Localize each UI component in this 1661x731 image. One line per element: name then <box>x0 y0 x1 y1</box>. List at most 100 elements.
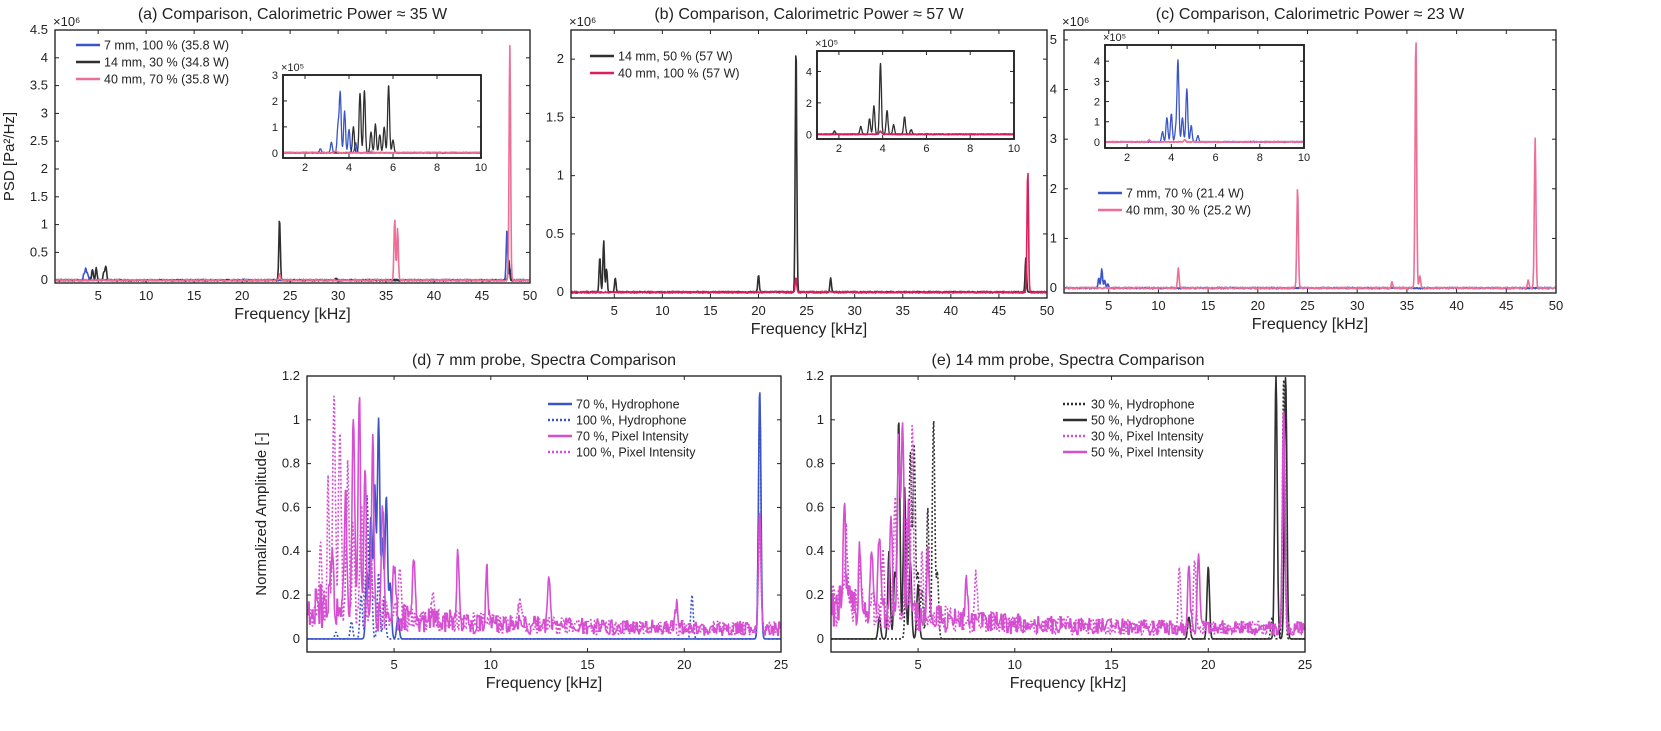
y-tick-label: 1 <box>1050 230 1057 245</box>
x-tick-label: 40 <box>1449 298 1463 313</box>
y-tick-label: 3 <box>1050 131 1057 146</box>
legend-label: 50 %, Pixel Intensity <box>1091 446 1204 460</box>
legend: 30 %, Hydrophone 50 %, Hydrophone 30 %, Pi… <box>1063 398 1204 460</box>
axes-frame <box>816 50 1015 140</box>
axes-frame-top <box>570 29 1048 299</box>
y-tick-label: 0 <box>1050 280 1057 295</box>
x-tick-label: 30 <box>847 303 861 318</box>
y-tick-label: 4 <box>1050 82 1057 97</box>
y-tick-label: 3 <box>272 70 278 82</box>
x-tick-label: 25 <box>799 303 813 318</box>
chart-title: (c) Comparison, Calorimetric Power ≈ 23 … <box>1156 6 1465 23</box>
y-tick-label: 0 <box>272 148 278 160</box>
x-tick-label: 10 <box>1298 152 1310 164</box>
legend-label: 40 mm, 100 % (57 W) <box>618 67 740 81</box>
y-tick-label: 0.6 <box>806 499 824 514</box>
x-tick-label: 6 <box>923 143 929 155</box>
x-tick-label: 20 <box>235 288 249 303</box>
y-tick-label: 1 <box>817 412 824 427</box>
x-tick-label: 2 <box>836 143 842 155</box>
x-tick-label: 10 <box>139 288 153 303</box>
x-tick-label: 15 <box>703 303 717 318</box>
panel-d: 5 10 15 20 25 0 0.2 0.4 0.6 0.8 1 1.2 (d) 7 mm probe… <box>253 352 788 692</box>
x-tick-label: 4 <box>346 162 352 174</box>
x-tick-label: 5 <box>611 303 618 318</box>
axes-frame-top <box>1063 29 1557 294</box>
x-tick-label: 6 <box>1212 152 1218 164</box>
x-tick-label: 2 <box>1124 152 1130 164</box>
y-tick-label: 1.5 <box>30 189 48 204</box>
y-tick-label: 0.6 <box>282 499 300 514</box>
x-tick-label: 4 <box>1168 152 1174 164</box>
inset-frame <box>282 74 482 159</box>
x-tick-label: 35 <box>896 303 910 318</box>
x-tick-label: 45 <box>992 303 1006 318</box>
axes-frame <box>282 74 482 159</box>
x-tick-label: 2 <box>302 162 308 174</box>
series-line-3 <box>283 149 481 154</box>
x-tick-label: 25 <box>1298 657 1312 672</box>
plot-area <box>307 392 781 640</box>
inset-frame <box>1104 44 1305 149</box>
x-tick-label: 30 <box>331 288 345 303</box>
legend-label: 7 mm, 70 % (21.4 W) <box>1126 187 1244 201</box>
y-tick-label: 2 <box>806 98 812 110</box>
x-tick-label: 40 <box>944 303 958 318</box>
legend-label: 30 %, Pixel Intensity <box>1091 430 1204 444</box>
x-tick-label: 25 <box>774 657 788 672</box>
y-tick-label: 0.8 <box>806 456 824 471</box>
x-tick-label: 35 <box>379 288 393 303</box>
x-tick-label: 40 <box>427 288 441 303</box>
series-line-2 <box>571 172 1047 294</box>
y-tick-label: 0.2 <box>806 587 824 602</box>
chart-title: (a) Comparison, Calorimetric Power ≈ 35 … <box>138 6 448 23</box>
x-tick-label: 6 <box>390 162 396 174</box>
y-tick-label: 4 <box>806 66 812 78</box>
x-tick-label: 45 <box>1499 298 1513 313</box>
inset-a: 2 4 6 8 10 0 1 2 3×10⁵ <box>272 62 487 174</box>
y-tick-label: 0.4 <box>282 543 300 558</box>
inset-plot-area <box>817 62 1014 136</box>
chart-title: (e) 14 mm probe, Spectra Comparison <box>932 352 1205 369</box>
x-tick-label: 50 <box>523 288 537 303</box>
inset-frame <box>816 50 1015 140</box>
y-tick-label: 0 <box>41 272 48 287</box>
legend-label: 40 mm, 30 % (25.2 W) <box>1126 204 1251 218</box>
x-axis-label: Frequency [kHz] <box>234 306 350 323</box>
y-tick-label: 0 <box>817 631 824 646</box>
legend-label: 30 %, Hydrophone <box>1091 398 1195 412</box>
x-tick-label: 30 <box>1350 298 1364 313</box>
y-tick-label: 0.5 <box>546 226 564 241</box>
legend-label: 70 %, Hydrophone <box>576 398 680 412</box>
x-tick-label: 15 <box>580 657 594 672</box>
y-tick-label: 2 <box>272 96 278 108</box>
x-tick-label: 5 <box>390 657 397 672</box>
x-axis-label: Frequency [kHz] <box>1010 675 1126 692</box>
y-exponent-label: ×10⁶ <box>53 14 80 29</box>
x-tick-label: 10 <box>655 303 669 318</box>
series-line-2 <box>307 402 781 640</box>
plot-area <box>831 376 1305 640</box>
x-tick-label: 15 <box>187 288 201 303</box>
y-exponent-label: ×10⁵ <box>281 62 304 74</box>
y-tick-label: 1 <box>557 168 564 183</box>
y-tick-label: 0 <box>806 129 812 141</box>
x-tick-label: 25 <box>1300 298 1314 313</box>
series-line-3 <box>831 420 1305 636</box>
plot-area <box>55 44 530 282</box>
legend: 14 mm, 50 % (57 W) 40 mm, 100 % (57 W) <box>590 50 740 81</box>
inset-plot-area <box>283 85 481 154</box>
x-axis-label: Frequency [kHz] <box>751 321 867 338</box>
legend-label: 50 %, Hydrophone <box>1091 414 1195 428</box>
y-axis-label: PSD [Pa²/Hz] <box>1 112 18 201</box>
y-axis-label: Normalized Amplitude [-] <box>253 432 270 595</box>
series-line-2 <box>1105 138 1304 144</box>
series-line-4 <box>307 395 781 637</box>
y-tick-label: 2 <box>1094 97 1100 109</box>
y-tick-label: 1.2 <box>282 368 300 383</box>
y-tick-label: 0 <box>293 631 300 646</box>
legend-label: 100 %, Pixel Intensity <box>576 446 696 460</box>
